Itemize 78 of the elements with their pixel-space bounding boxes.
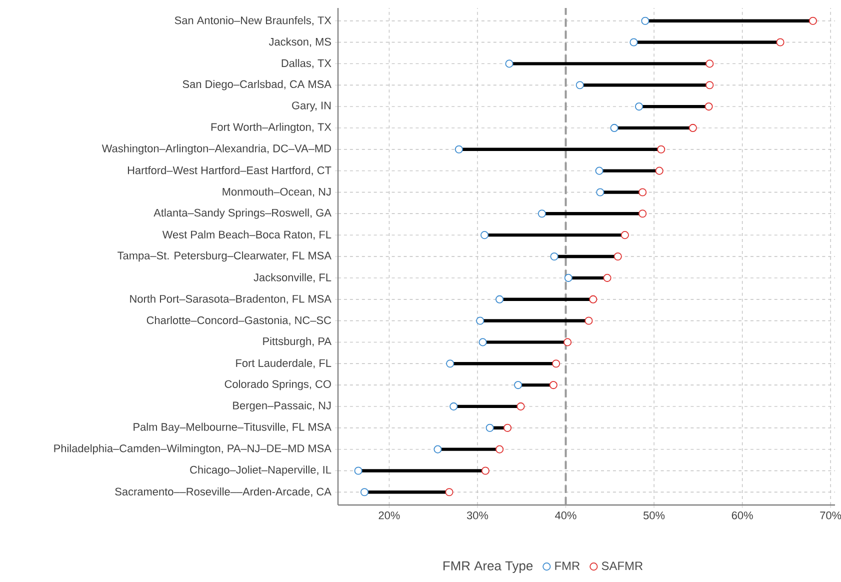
y-tick-label: Palm Bay–Melbourne–Titusville, FL MSA: [134, 422, 332, 433]
point: [505, 60, 514, 68]
x-tick-label: 60%: [732, 512, 753, 520]
point: [688, 124, 697, 132]
point: [564, 274, 572, 282]
y-tick-label: Jacksonville, FL: [254, 273, 332, 283]
y-tick-label: Hartford–West Hartford–East Hartford, CT: [128, 166, 332, 176]
point: [704, 102, 713, 111]
y-tick-label: West Palm Beach–Boca Raton, FL: [162, 230, 332, 240]
point: [496, 445, 504, 454]
point: [638, 210, 647, 218]
y-tick-label: Philadelphia–Camden–Wilmington, PA–NJ–DE–MD MSA: [54, 444, 332, 454]
point: [589, 295, 598, 304]
legend-label: FMR: [555, 562, 580, 570]
y-tick-label: Sacramento––Roseville––Arden-Arcade, CA: [115, 487, 332, 497]
point: [549, 380, 558, 390]
x-tick-label: 70%: [820, 512, 841, 520]
point: [595, 166, 604, 175]
point: [706, 81, 714, 90]
point: [808, 16, 817, 25]
point: [584, 316, 593, 325]
point: [476, 316, 484, 325]
legend-title: FMR Area Type: [444, 561, 533, 573]
point: [563, 338, 572, 346]
y-tick-label: Colorado Springs, CO: [224, 380, 331, 390]
point: [454, 145, 463, 154]
point: [445, 488, 454, 496]
point: [503, 424, 512, 432]
y-tick-label: Jackson, MS: [268, 38, 331, 47]
x-tick-label: 40%: [555, 512, 576, 520]
y-tick-label: Fort Lauderdale, FL: [236, 358, 332, 368]
y-tick-label: Tampa–St. Petersburg–Clearwater, FL MSA: [118, 251, 332, 262]
y-tick-label: Gary, IN: [292, 102, 331, 112]
x-tick-label: 30%: [466, 512, 488, 520]
point: [450, 402, 458, 410]
point: [480, 231, 489, 240]
point: [354, 466, 362, 475]
point: [496, 295, 504, 304]
point: [481, 466, 490, 475]
point: [620, 231, 629, 240]
y-tick-label: Atlanta–Sandy Springs–Roswell, GA: [154, 208, 332, 219]
point: [630, 38, 638, 46]
y-tick-label: Dallas, TX: [282, 59, 332, 68]
point: [446, 360, 454, 368]
point: [360, 488, 369, 496]
x-tick-label: 20%: [378, 512, 400, 520]
y-tick-label: Monmouth–Ocean, NJ: [222, 188, 331, 197]
point: [657, 145, 666, 154]
point: [434, 445, 442, 454]
point: [596, 188, 604, 196]
x-tick-label: 50%: [644, 512, 665, 520]
y-tick-label: Bergen–Passaic, NJ: [233, 401, 331, 412]
point: [516, 402, 525, 410]
point: [776, 38, 784, 46]
point: [603, 274, 612, 282]
y-tick-label: Washington–Arlington–Alexandria, DC–VA–MD: [102, 144, 331, 154]
y-tick-label: Fort Worth–Arlington, TX: [211, 122, 332, 134]
y-tick-label: Chicago–Joliet–Naperville, IL: [190, 466, 332, 476]
legend-label: SAFMR: [602, 562, 643, 570]
y-tick-label: North Port–Sarasota–Bradenton, FL MSA: [130, 294, 332, 304]
point: [655, 166, 664, 175]
point: [634, 102, 644, 111]
point: [538, 210, 546, 218]
point: [552, 360, 560, 368]
point: [478, 338, 487, 346]
y-tick-label: San Antonio–New Braunfels, TX: [174, 16, 332, 26]
point: [514, 380, 522, 390]
point: [610, 124, 618, 132]
y-tick-label: Charlotte–Concord–Gastonia, NC–SC: [146, 316, 332, 326]
y-tick-label: Pittsburgh, PA: [263, 337, 332, 348]
point: [638, 188, 647, 196]
point: [614, 252, 622, 261]
point: [641, 16, 650, 25]
point: [550, 252, 558, 261]
point: [706, 60, 714, 68]
y-tick-label: San Diego–Carlsbad, CA MSA: [182, 80, 332, 90]
point: [486, 424, 494, 432]
point: [576, 81, 584, 90]
